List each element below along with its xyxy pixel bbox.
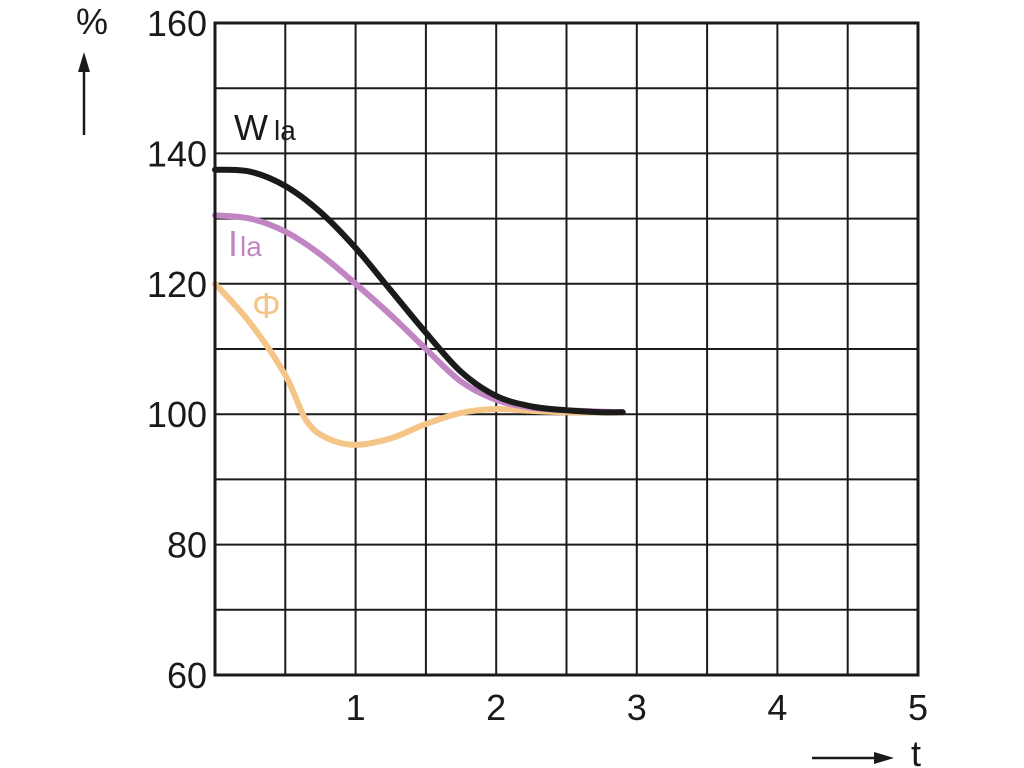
- y-tick-label: 140: [147, 133, 207, 174]
- y-tick-label: 120: [147, 264, 207, 305]
- x-tick-labels: 1 2 3 4 5: [346, 687, 928, 728]
- x-tick-label: 5: [908, 687, 928, 728]
- y-tick-label: 80: [167, 525, 207, 566]
- chart-series: [212, 166, 626, 448]
- y-tick-label: 100: [147, 394, 207, 435]
- x-tick-label: 4: [767, 687, 787, 728]
- x-tick-label: 1: [346, 687, 366, 728]
- y-axis-label: %: [76, 1, 108, 42]
- chart-grid: [215, 23, 918, 675]
- y-tick-labels: 60 80 100 120 140 160: [147, 3, 207, 696]
- series-label-phi: Φ: [252, 285, 281, 326]
- x-axis-label: t: [911, 733, 921, 768]
- x-tick-label: 2: [486, 687, 506, 728]
- series-line-w: [212, 166, 626, 416]
- plot-area-frame: [213, 21, 920, 677]
- x-axis-arrow-icon: [812, 752, 894, 764]
- x-tick-label: 3: [627, 687, 647, 728]
- series-label-i: Ila: [228, 223, 262, 264]
- series-line-phi: [212, 280, 626, 448]
- y-tick-label: 160: [147, 3, 207, 44]
- y-axis-arrow-icon: [78, 52, 90, 135]
- y-tick-label: 60: [167, 655, 207, 696]
